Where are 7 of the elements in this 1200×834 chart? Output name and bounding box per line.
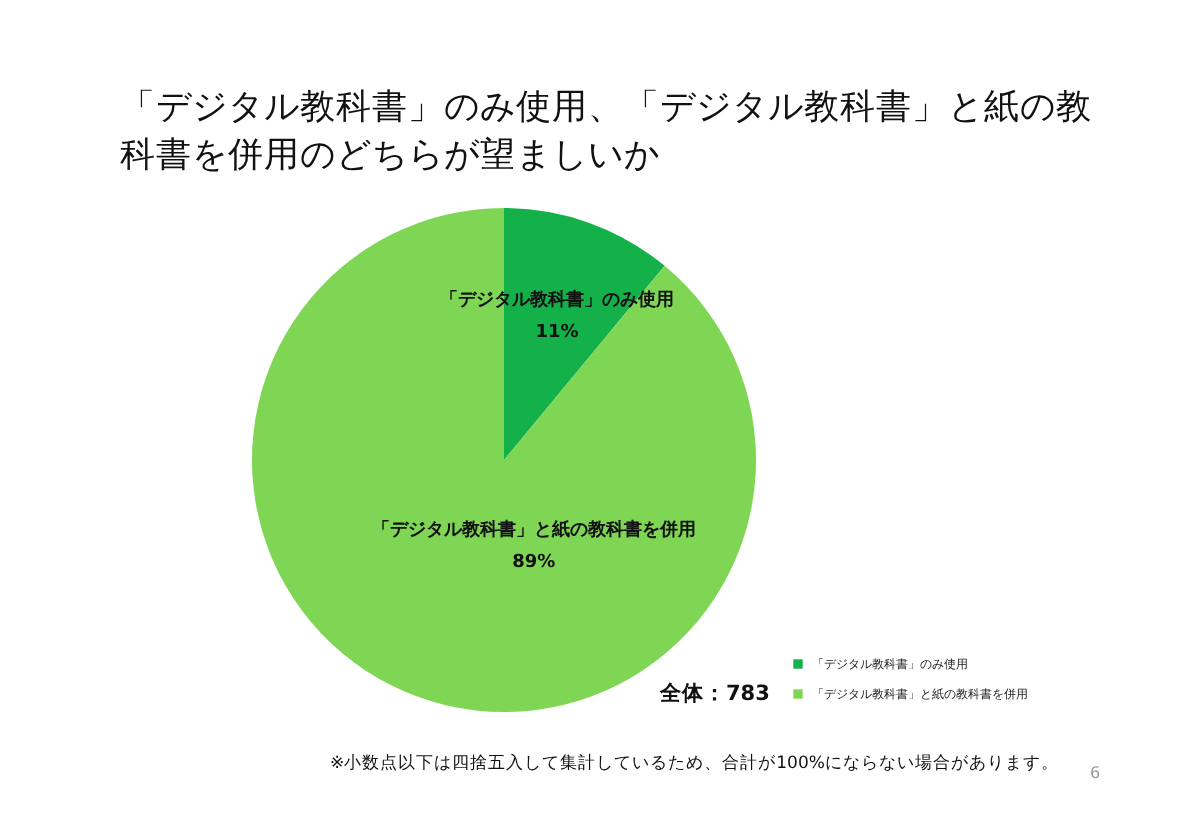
text: 全体：783 bbox=[660, 680, 770, 708]
text: ※小数点以下は四捨五入して集計しているため、合計が100%にならない場合があります。 bbox=[330, 752, 1059, 776]
data-label: 89% bbox=[512, 552, 556, 573]
text: 6 bbox=[1090, 764, 1101, 782]
slice-label: 「デジタル教科書」と紙の教科書を併用 bbox=[371, 518, 696, 541]
chart-title: 「デジタル教科書」のみ使用、「デジタル教科書」と紙の教科書を併用のどちらが望ましいか bbox=[120, 86, 1094, 180]
data-label: 11% bbox=[535, 322, 579, 343]
